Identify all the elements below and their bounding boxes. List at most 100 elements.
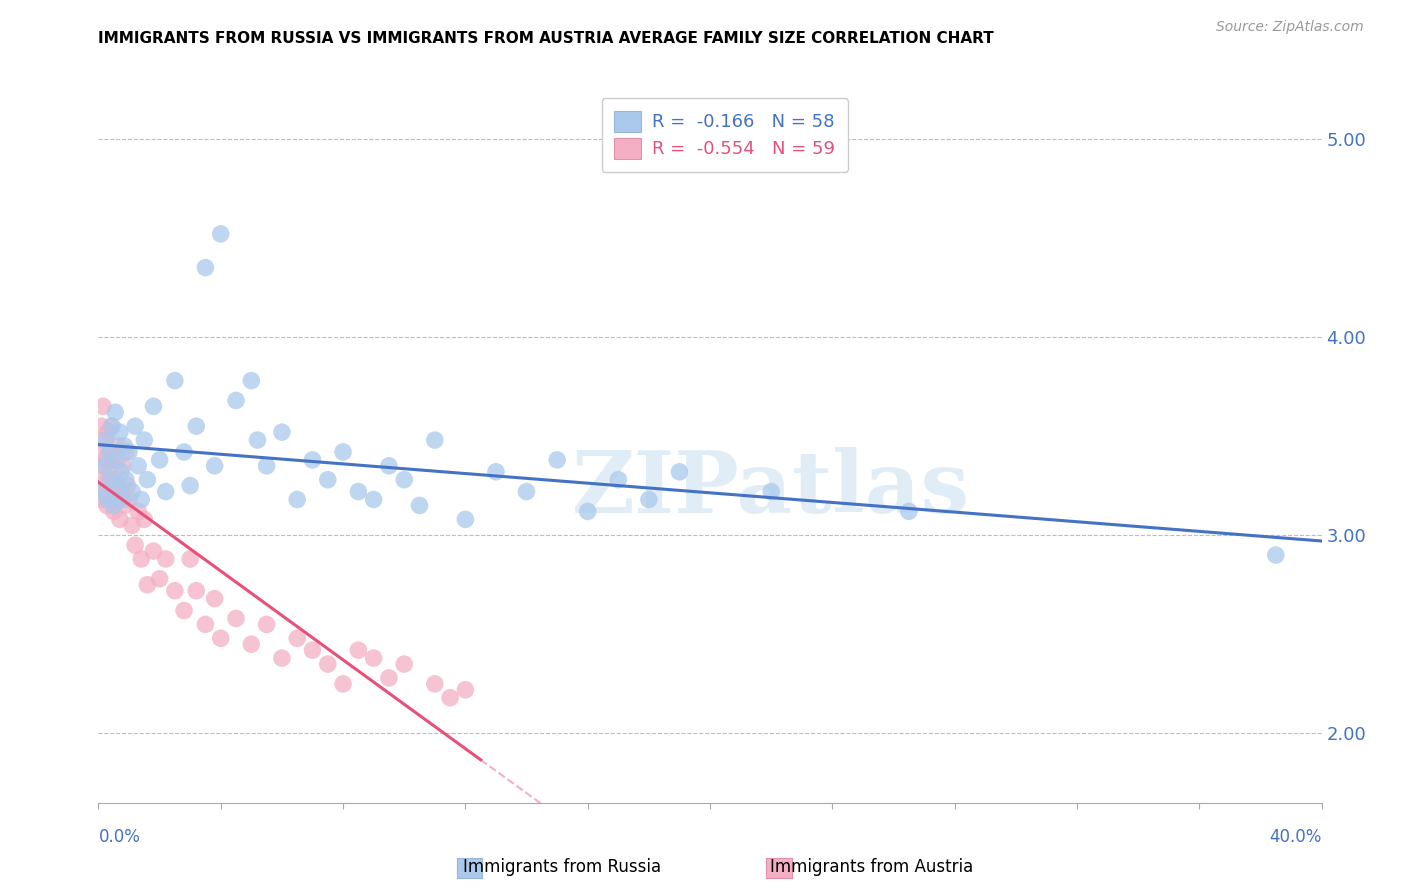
Point <box>115 473 138 487</box>
Point <box>93 433 115 447</box>
Point <box>100 473 122 487</box>
Point <box>155 552 177 566</box>
Point <box>392 473 416 487</box>
Point <box>105 492 128 507</box>
Point <box>423 433 446 447</box>
Point <box>112 499 135 513</box>
Point <box>392 657 416 671</box>
Text: Immigrants from Russia: Immigrants from Russia <box>464 858 661 876</box>
Point <box>127 458 149 473</box>
Point <box>97 473 120 487</box>
Point <box>155 484 177 499</box>
Point <box>761 484 783 499</box>
Point <box>121 518 143 533</box>
Point <box>129 492 152 507</box>
Point <box>129 552 152 566</box>
Point <box>668 465 690 479</box>
Point <box>149 453 172 467</box>
Point <box>256 458 278 473</box>
Point <box>107 439 129 453</box>
Point <box>179 552 201 566</box>
Point <box>94 453 117 467</box>
Point <box>285 492 308 507</box>
Point <box>423 677 446 691</box>
Point <box>408 499 430 513</box>
Point <box>240 637 263 651</box>
Point <box>163 374 186 388</box>
Point <box>173 445 195 459</box>
Point <box>204 458 226 473</box>
Point <box>204 591 226 606</box>
Point <box>111 492 134 507</box>
Point <box>209 227 232 241</box>
Point <box>638 492 661 507</box>
Point <box>112 439 135 453</box>
Point <box>103 504 125 518</box>
Point <box>93 458 115 473</box>
Point <box>89 445 111 459</box>
Point <box>117 478 139 492</box>
Point <box>124 538 146 552</box>
Point <box>163 583 186 598</box>
Point <box>103 499 125 513</box>
Point <box>897 504 920 518</box>
Point <box>347 484 370 499</box>
Legend: R =  -0.166   N = 58, R =  -0.554   N = 59: R = -0.166 N = 58, R = -0.554 N = 59 <box>602 98 848 171</box>
Point <box>454 682 477 697</box>
Point <box>98 445 121 459</box>
Point <box>110 484 132 499</box>
Point <box>100 419 122 434</box>
Point <box>332 677 354 691</box>
Point <box>378 458 401 473</box>
Text: ZIPatlas: ZIPatlas <box>572 447 970 531</box>
Point <box>97 492 120 507</box>
Point <box>439 690 461 705</box>
Point <box>101 419 124 434</box>
Point <box>96 499 118 513</box>
Point <box>454 512 477 526</box>
Point <box>108 512 131 526</box>
Point <box>301 453 323 467</box>
Point <box>108 425 131 439</box>
Point <box>127 504 149 518</box>
Point <box>363 651 385 665</box>
Point <box>93 458 115 473</box>
Point <box>316 473 339 487</box>
Point <box>136 473 159 487</box>
Point <box>110 465 132 479</box>
Point <box>91 484 114 499</box>
Point <box>607 473 630 487</box>
Point <box>256 617 278 632</box>
Point <box>98 492 121 507</box>
Point <box>91 492 114 507</box>
Text: Immigrants from Austria: Immigrants from Austria <box>770 858 973 876</box>
Point <box>173 603 195 617</box>
Point <box>134 512 156 526</box>
Text: Source: ZipAtlas.com: Source: ZipAtlas.com <box>1216 20 1364 34</box>
Point <box>142 400 165 414</box>
Point <box>118 492 141 507</box>
Point <box>134 433 156 447</box>
Point <box>316 657 339 671</box>
Point <box>90 419 112 434</box>
Point <box>301 643 323 657</box>
Point <box>285 632 308 646</box>
Point <box>121 484 143 499</box>
Point <box>186 419 208 434</box>
Text: 0.0%: 0.0% <box>98 828 141 846</box>
Point <box>91 400 114 414</box>
Point <box>485 465 508 479</box>
Point <box>90 473 112 487</box>
Point <box>104 473 127 487</box>
Text: 40.0%: 40.0% <box>1270 828 1322 846</box>
Point <box>516 484 538 499</box>
Point <box>101 484 124 499</box>
Point <box>363 492 385 507</box>
Point <box>270 425 294 439</box>
Point <box>105 453 128 467</box>
Point <box>194 617 217 632</box>
Point <box>94 433 117 447</box>
Point <box>378 671 401 685</box>
Point <box>194 260 217 275</box>
Point <box>240 374 263 388</box>
